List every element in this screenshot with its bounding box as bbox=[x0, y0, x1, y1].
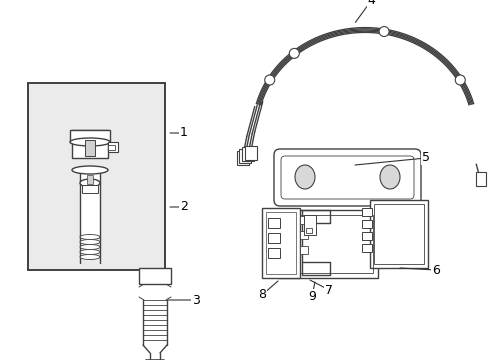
Bar bbox=[108, 142, 118, 152]
Bar bbox=[361, 208, 371, 216]
Bar bbox=[242, 147, 254, 161]
Ellipse shape bbox=[80, 255, 100, 260]
Text: 9: 9 bbox=[307, 282, 315, 302]
Ellipse shape bbox=[80, 239, 100, 244]
Text: 2: 2 bbox=[170, 201, 187, 213]
Text: 7: 7 bbox=[309, 280, 332, 297]
Bar bbox=[299, 231, 307, 239]
Bar bbox=[267, 218, 280, 228]
Bar bbox=[299, 246, 307, 254]
Ellipse shape bbox=[80, 179, 100, 187]
Ellipse shape bbox=[379, 165, 399, 189]
Text: 4: 4 bbox=[355, 0, 374, 22]
Bar bbox=[369, 200, 427, 268]
Bar bbox=[85, 140, 95, 156]
Bar bbox=[262, 208, 299, 278]
Bar bbox=[278, 210, 377, 278]
Ellipse shape bbox=[294, 165, 314, 189]
Ellipse shape bbox=[264, 75, 274, 85]
Text: 1: 1 bbox=[170, 126, 187, 139]
Bar bbox=[361, 232, 371, 240]
Bar bbox=[267, 233, 280, 243]
Ellipse shape bbox=[70, 138, 110, 146]
Text: 5: 5 bbox=[354, 152, 429, 165]
Bar bbox=[283, 215, 372, 273]
Ellipse shape bbox=[289, 48, 299, 58]
Text: 3: 3 bbox=[168, 293, 200, 306]
Bar bbox=[304, 215, 315, 235]
Ellipse shape bbox=[72, 166, 108, 174]
Ellipse shape bbox=[80, 234, 100, 239]
Bar bbox=[267, 248, 280, 258]
Bar bbox=[72, 130, 108, 158]
Bar bbox=[475, 172, 485, 186]
Bar bbox=[87, 175, 93, 184]
Bar bbox=[80, 183, 100, 237]
Bar bbox=[236, 150, 248, 165]
Text: 6: 6 bbox=[399, 264, 439, 276]
Ellipse shape bbox=[80, 249, 100, 255]
Bar bbox=[373, 204, 423, 264]
Bar bbox=[239, 149, 251, 163]
Bar bbox=[70, 130, 110, 142]
Text: 8: 8 bbox=[258, 281, 278, 301]
Bar bbox=[139, 268, 171, 284]
FancyBboxPatch shape bbox=[273, 149, 420, 206]
Bar bbox=[305, 228, 311, 233]
Bar bbox=[361, 244, 371, 252]
Bar bbox=[82, 185, 98, 193]
Ellipse shape bbox=[80, 244, 100, 249]
Bar bbox=[28, 83, 164, 270]
Bar bbox=[299, 216, 307, 224]
Bar bbox=[244, 146, 256, 160]
Ellipse shape bbox=[378, 27, 388, 36]
Ellipse shape bbox=[454, 75, 464, 85]
Bar bbox=[108, 145, 115, 150]
Bar bbox=[361, 220, 371, 228]
Bar bbox=[80, 171, 100, 183]
Bar bbox=[265, 212, 295, 274]
